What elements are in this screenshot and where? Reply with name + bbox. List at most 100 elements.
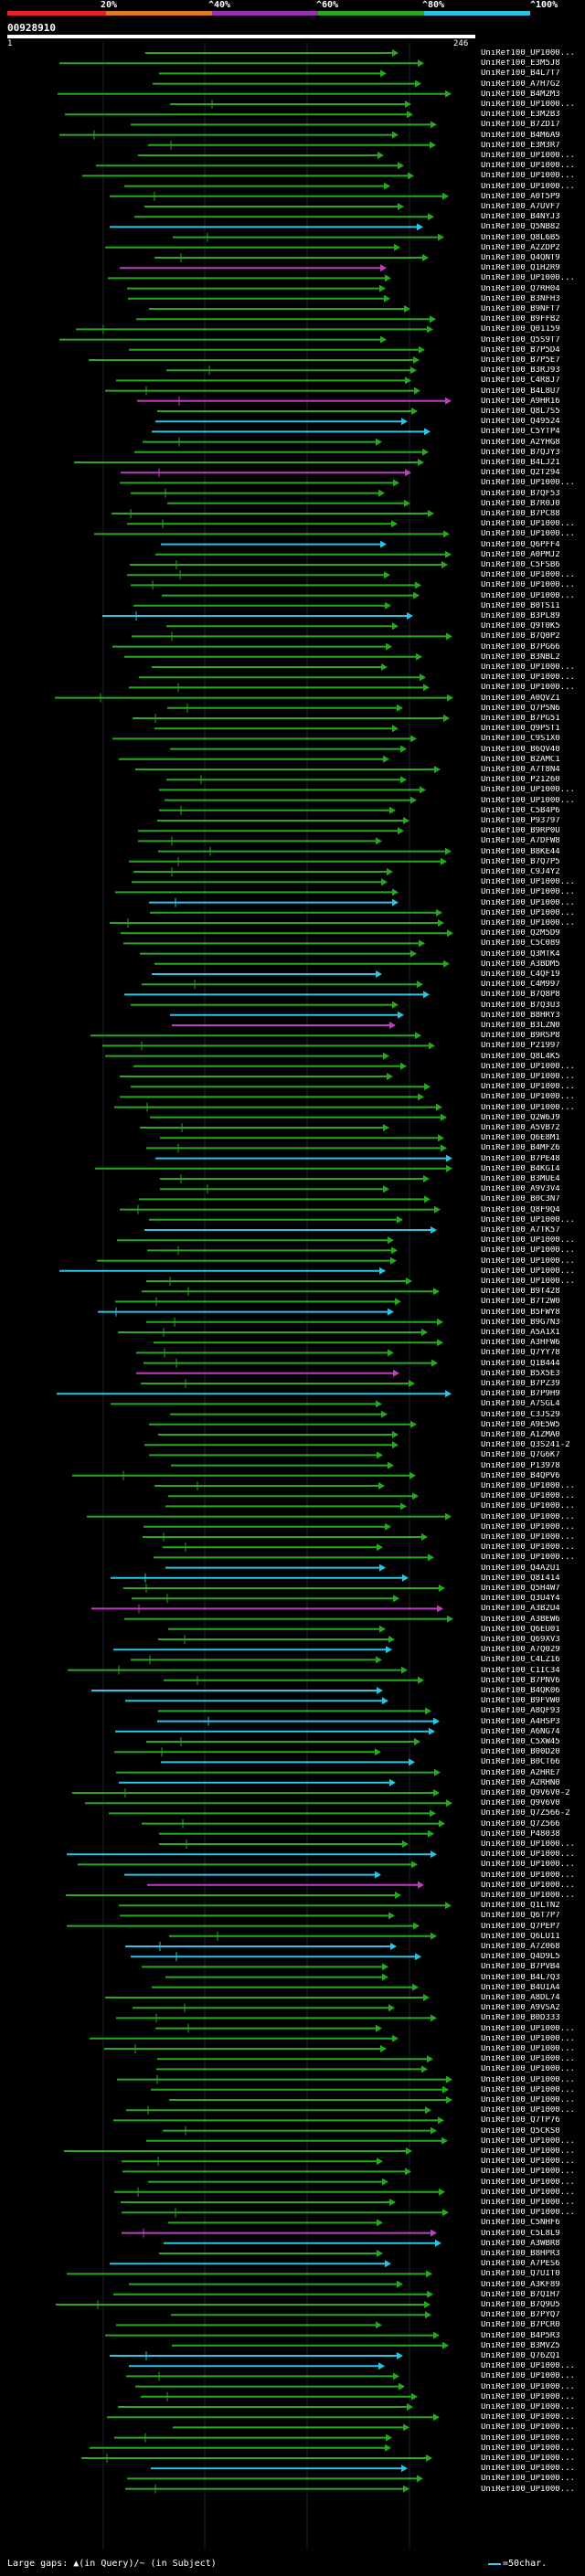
hit-label[interactable]: UniRef100_Q7PEP7	[481, 1922, 560, 1931]
hit-label[interactable]: UniRef100_B7PCR0	[481, 2321, 560, 2330]
hit-label[interactable]: UniRef100_UP1000...	[481, 2024, 575, 2033]
hit-label[interactable]: UniRef100_UP1000...	[481, 673, 575, 683]
hit-label[interactable]: UniRef100_UP1000...	[481, 1093, 575, 1102]
hit-label[interactable]: UniRef100_UP1000...	[481, 2362, 575, 2371]
hit-label[interactable]: UniRef100_B8KE44	[481, 847, 560, 856]
hit-label[interactable]: UniRef100_UP1000...	[481, 786, 575, 795]
hit-label[interactable]: UniRef100_A7Q029	[481, 1646, 560, 1655]
hit-label[interactable]: UniRef100_Q3U4Y4	[481, 1595, 560, 1604]
hit-label[interactable]: UniRef100_B4MFZ6	[481, 1144, 560, 1153]
hit-label[interactable]: UniRef100_Q3MTK4	[481, 949, 560, 959]
hit-label[interactable]: UniRef100_B7P5D4	[481, 345, 560, 355]
hit-label[interactable]: UniRef100_UP1000...	[481, 2413, 575, 2422]
hit-label[interactable]: UniRef100_C5NHF6	[481, 2219, 560, 2228]
hit-label[interactable]: UniRef100_B2AMC1	[481, 755, 560, 764]
hit-label[interactable]: UniRef100_A3WBR8	[481, 2239, 560, 2248]
hit-label[interactable]: UniRef100_UP1000...	[481, 1236, 575, 1246]
hit-label[interactable]: UniRef100_Q69XV3	[481, 1636, 560, 1644]
hit-label[interactable]: UniRef100_Q1LTN2	[481, 1902, 560, 1911]
hit-label[interactable]: UniRef100_UP1000...	[481, 2168, 575, 2177]
hit-label[interactable]: UniRef100_Q5H4W7	[481, 1585, 560, 1593]
hit-label[interactable]: UniRef100_A2YHG8	[481, 438, 560, 447]
hit-label[interactable]: UniRef100_UP1000...	[481, 2096, 575, 2104]
hit-label[interactable]: UniRef100_Q4QNT9	[481, 254, 560, 262]
hit-label[interactable]: UniRef100_UP1000...	[481, 1267, 575, 1276]
hit-label[interactable]: UniRef100_Q1H2R9	[481, 264, 560, 273]
hit-label[interactable]: UniRef100_Q76ZQ1	[481, 2352, 560, 2360]
hit-label[interactable]: UniRef100_UP1000...	[481, 1892, 575, 1900]
hit-label[interactable]: UniRef100_A7SGL4	[481, 1400, 560, 1409]
hit-label[interactable]: UniRef100_B7Q7P5	[481, 857, 560, 866]
hit-label[interactable]: UniRef100_UP1000...	[481, 2157, 575, 2167]
hit-label[interactable]: UniRef100_B7QF53	[481, 489, 560, 498]
hit-label[interactable]: UniRef100_Q9T0K5	[481, 622, 560, 631]
hit-label[interactable]: UniRef100_Q7UIT0	[481, 2270, 560, 2279]
hit-label[interactable]: UniRef100_A2ZDP2	[481, 243, 560, 252]
hit-label[interactable]: UniRef100_A7PES6	[481, 2260, 560, 2269]
hit-label[interactable]: UniRef100_Q2W6J9	[481, 1113, 560, 1122]
hit-label[interactable]: UniRef100_Q6EU01	[481, 1625, 560, 1634]
hit-label[interactable]: UniRef100_B8HPR3	[481, 2250, 560, 2258]
hit-label[interactable]: UniRef100_UP1000...	[481, 878, 575, 887]
hit-label[interactable]: UniRef100_B3RJ93	[481, 366, 560, 376]
hit-label[interactable]: UniRef100_B0CT66	[481, 1758, 560, 1767]
hit-label[interactable]: UniRef100_Q5NB82	[481, 223, 560, 232]
hit-label[interactable]: UniRef100_UP1000...	[481, 908, 575, 917]
hit-label[interactable]: UniRef100_B9RP0U	[481, 827, 560, 836]
hit-label[interactable]: UniRef100_P21997	[481, 1042, 560, 1051]
hit-label[interactable]: UniRef100_Q6LU11	[481, 1932, 560, 1941]
hit-label[interactable]: UniRef100_B7Q0P2	[481, 632, 560, 641]
hit-label[interactable]: UniRef100_B4M2M3	[481, 90, 560, 99]
hit-label[interactable]: UniRef100_UP1000...	[481, 1103, 575, 1112]
hit-label[interactable]: UniRef100_B9G7N3	[481, 1318, 560, 1327]
hit-label[interactable]: UniRef100_P21260	[481, 776, 560, 785]
hit-label[interactable]: UniRef100_UP1000...	[481, 172, 575, 181]
hit-label[interactable]: UniRef100_B4LJ21	[481, 459, 560, 467]
hit-label[interactable]: UniRef100_A2HRE7	[481, 1768, 560, 1777]
hit-label[interactable]: UniRef100_C5FSB6	[481, 561, 560, 569]
hit-label[interactable]: UniRef100_A7Z068	[481, 1943, 560, 1951]
hit-label[interactable]: UniRef100_UP1000...	[481, 520, 575, 529]
hit-label[interactable]: UniRef100_A7UVF7	[481, 203, 560, 211]
hit-label[interactable]: UniRef100_UP1000...	[481, 2403, 575, 2412]
hit-label[interactable]: UniRef100_UP1000...	[481, 1256, 575, 1266]
hit-label[interactable]: UniRef100_C5XW45	[481, 1738, 560, 1746]
hit-label[interactable]: UniRef100_Q3S241-2	[481, 1441, 570, 1450]
hit-label[interactable]: UniRef100_C4LZ16	[481, 1656, 560, 1665]
hit-label[interactable]: UniRef100_B9FFB2	[481, 315, 560, 324]
hit-label[interactable]: UniRef100_B7QIH7	[481, 2290, 560, 2299]
hit-label[interactable]: UniRef100_A8DL74	[481, 1994, 560, 2002]
hit-label[interactable]: UniRef100_A5VB72	[481, 1124, 560, 1132]
hit-label[interactable]: UniRef100_B4L8U7	[481, 387, 560, 396]
hit-label[interactable]: UniRef100_B3MUE4	[481, 1175, 560, 1183]
hit-label[interactable]: UniRef100_UP1000...	[481, 581, 575, 590]
hit-label[interactable]: UniRef100_B4KGI4	[481, 1164, 560, 1173]
hit-label[interactable]: UniRef100_A0QVZ1	[481, 694, 560, 703]
hit-label[interactable]: UniRef100_Q6E8M1	[481, 1134, 560, 1143]
hit-label[interactable]: UniRef100_Q5CKS0	[481, 2126, 560, 2136]
hit-label[interactable]: UniRef100_UP1000...	[481, 2045, 575, 2053]
hit-label[interactable]: UniRef100_UP1000...	[481, 2475, 575, 2484]
hit-label[interactable]: UniRef100_UP1000...	[481, 2188, 575, 2197]
hit-label[interactable]: UniRef100_B9RSP8	[481, 1032, 560, 1041]
hit-label[interactable]: UniRef100_C1IC34	[481, 1666, 560, 1675]
hit-label[interactable]: UniRef100_Q8F9Q4	[481, 1205, 560, 1214]
hit-label[interactable]: UniRef100_A7DFW8	[481, 837, 560, 846]
hit-label[interactable]: UniRef100_A3HFW6	[481, 1339, 560, 1348]
hit-label[interactable]: UniRef100_UP1000...	[481, 2433, 575, 2443]
hit-label[interactable]: UniRef100_A0T5P9	[481, 192, 560, 201]
hit-label[interactable]: UniRef100_B7Q9U5	[481, 2301, 560, 2309]
hit-label[interactable]: UniRef100_UP1000...	[481, 1062, 575, 1071]
hit-label[interactable]: UniRef100_B7PNV6	[481, 1676, 560, 1685]
hit-label[interactable]: UniRef100_C4QF19	[481, 970, 560, 979]
hit-label[interactable]: UniRef100_A9V3V4	[481, 1185, 560, 1194]
hit-label[interactable]: UniRef100_E3M2B3	[481, 111, 560, 120]
hit-label[interactable]: UniRef100_UP1000...	[481, 2209, 575, 2218]
hit-label[interactable]: UniRef100_A5A1X1	[481, 1329, 560, 1337]
hit-label[interactable]: UniRef100_E3M3R7	[481, 141, 560, 150]
hit-label[interactable]: UniRef100_Q01159	[481, 325, 560, 334]
hit-label[interactable]: UniRef100_B7P9H9	[481, 1390, 560, 1399]
hit-label[interactable]: UniRef100_UP1000...	[481, 49, 575, 58]
hit-label[interactable]: UniRef100_A4HSP3	[481, 1717, 560, 1726]
hit-label[interactable]: UniRef100_UP1000...	[481, 1522, 575, 1532]
